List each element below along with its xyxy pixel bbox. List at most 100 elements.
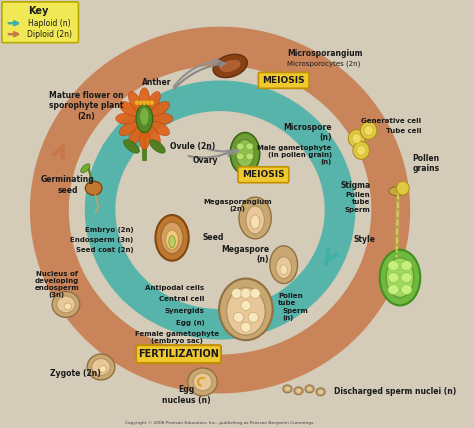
- Circle shape: [146, 100, 150, 105]
- Ellipse shape: [237, 153, 244, 160]
- FancyBboxPatch shape: [136, 345, 221, 363]
- Text: Megasporangium
(2n): Megasporangium (2n): [203, 199, 272, 211]
- Text: Copyright © 2008 Pearson Education, Inc., publishing as Pearson Benjamin Cumming: Copyright © 2008 Pearson Education, Inc.…: [125, 421, 315, 425]
- Ellipse shape: [305, 385, 314, 393]
- Ellipse shape: [318, 389, 323, 394]
- Text: Sperm: Sperm: [345, 207, 371, 213]
- Text: Sperm
(n): Sperm (n): [283, 308, 309, 321]
- Ellipse shape: [236, 140, 254, 167]
- Text: MEIOSIS: MEIOSIS: [242, 170, 285, 179]
- Ellipse shape: [151, 101, 170, 116]
- Ellipse shape: [139, 128, 149, 149]
- Ellipse shape: [401, 273, 412, 282]
- Ellipse shape: [155, 215, 189, 261]
- Ellipse shape: [283, 385, 292, 393]
- Ellipse shape: [140, 108, 149, 125]
- Ellipse shape: [284, 386, 290, 391]
- FancyBboxPatch shape: [238, 167, 289, 183]
- Ellipse shape: [250, 215, 260, 229]
- FancyBboxPatch shape: [258, 72, 309, 88]
- Ellipse shape: [219, 279, 273, 340]
- Ellipse shape: [136, 105, 153, 133]
- Text: Pollen
tube: Pollen tube: [278, 293, 303, 306]
- Ellipse shape: [388, 285, 399, 294]
- Ellipse shape: [147, 126, 160, 146]
- Text: Microspore
(n): Microspore (n): [283, 123, 332, 142]
- Text: Ovule (2n): Ovule (2n): [170, 142, 216, 151]
- Text: Ovary: Ovary: [193, 156, 218, 165]
- Text: Anther: Anther: [142, 78, 171, 87]
- Text: Style: Style: [353, 235, 375, 244]
- Circle shape: [353, 142, 370, 159]
- Text: Key: Key: [28, 6, 48, 16]
- Circle shape: [352, 134, 361, 143]
- Text: Embryo (2n): Embryo (2n): [85, 227, 133, 233]
- Text: Pollen
grains: Pollen grains: [412, 154, 439, 173]
- Ellipse shape: [276, 257, 292, 279]
- Ellipse shape: [149, 140, 165, 153]
- Ellipse shape: [165, 230, 179, 250]
- Ellipse shape: [232, 288, 242, 298]
- Ellipse shape: [188, 368, 217, 396]
- Ellipse shape: [52, 291, 80, 317]
- Text: Microsporangium: Microsporangium: [287, 48, 363, 57]
- Text: Egg (n): Egg (n): [175, 320, 204, 326]
- Ellipse shape: [401, 285, 412, 294]
- Text: Tube cell: Tube cell: [386, 128, 421, 134]
- Ellipse shape: [380, 250, 420, 306]
- Text: Zygote (2n): Zygote (2n): [50, 369, 100, 378]
- Text: Female gametophyte
(embryo sac): Female gametophyte (embryo sac): [135, 331, 219, 344]
- Ellipse shape: [250, 288, 260, 298]
- Ellipse shape: [116, 113, 136, 124]
- Ellipse shape: [92, 359, 110, 375]
- Ellipse shape: [246, 153, 253, 160]
- Ellipse shape: [237, 143, 244, 150]
- Ellipse shape: [124, 140, 139, 153]
- Ellipse shape: [128, 92, 142, 111]
- Text: Egg
nucleus (n): Egg nucleus (n): [162, 385, 210, 404]
- Ellipse shape: [307, 386, 312, 391]
- Ellipse shape: [248, 312, 258, 322]
- Circle shape: [360, 122, 377, 140]
- Ellipse shape: [64, 303, 72, 310]
- Text: Endosperm (3n): Endosperm (3n): [70, 237, 133, 243]
- Circle shape: [396, 181, 409, 195]
- Ellipse shape: [270, 246, 298, 283]
- Text: Antipodal cells: Antipodal cells: [145, 285, 204, 291]
- Circle shape: [348, 130, 365, 147]
- Ellipse shape: [57, 296, 75, 313]
- Ellipse shape: [169, 236, 175, 248]
- Circle shape: [364, 125, 373, 136]
- Text: Seed coat (2n): Seed coat (2n): [76, 247, 133, 253]
- Ellipse shape: [227, 288, 265, 335]
- Text: Stigma: Stigma: [340, 181, 371, 190]
- Ellipse shape: [241, 322, 251, 332]
- Ellipse shape: [153, 113, 173, 124]
- Ellipse shape: [239, 197, 271, 239]
- Text: Central cell: Central cell: [159, 297, 204, 303]
- Ellipse shape: [386, 258, 414, 297]
- Ellipse shape: [161, 222, 183, 254]
- Ellipse shape: [85, 181, 102, 195]
- Text: Discharged sperm nuclei (n): Discharged sperm nuclei (n): [334, 387, 456, 396]
- Text: Germinating
seed: Germinating seed: [41, 175, 95, 195]
- FancyBboxPatch shape: [2, 2, 78, 43]
- Circle shape: [356, 146, 366, 155]
- Circle shape: [138, 100, 143, 105]
- Ellipse shape: [388, 273, 399, 282]
- Ellipse shape: [296, 388, 301, 393]
- Text: Megaspore
(n): Megaspore (n): [221, 245, 269, 265]
- Ellipse shape: [139, 88, 149, 110]
- Ellipse shape: [87, 354, 115, 380]
- Circle shape: [135, 100, 139, 105]
- Ellipse shape: [230, 133, 260, 174]
- Text: FERTILIZATION: FERTILIZATION: [138, 349, 219, 359]
- Ellipse shape: [219, 59, 241, 72]
- Circle shape: [142, 100, 146, 105]
- Text: Mature flower on
sporophyte plant
(2n): Mature flower on sporophyte plant (2n): [49, 91, 124, 121]
- Text: Generative cell: Generative cell: [361, 118, 421, 124]
- Text: Pollen
tube: Pollen tube: [346, 192, 371, 205]
- Ellipse shape: [389, 187, 405, 196]
- Text: Haploid (n): Haploid (n): [28, 19, 71, 28]
- Ellipse shape: [81, 164, 90, 173]
